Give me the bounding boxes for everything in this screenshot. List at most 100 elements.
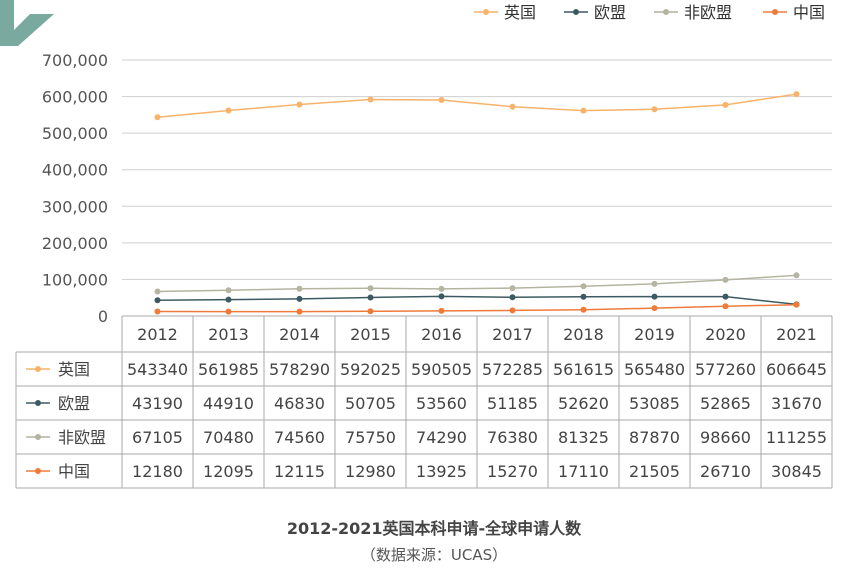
data-point	[296, 101, 303, 108]
y-tick-label: 600,000	[42, 88, 108, 107]
data-point	[225, 107, 232, 114]
data-point	[793, 91, 800, 98]
series-line	[157, 93, 797, 119]
table-series-name: 中国	[58, 462, 90, 481]
series-line	[157, 274, 797, 293]
table-legend-marker	[35, 366, 41, 372]
table-legend-marker	[35, 434, 41, 440]
table-cell-value: 578290	[269, 360, 330, 379]
x-category-label: 2016	[421, 325, 462, 344]
x-category-label: 2019	[634, 325, 675, 344]
legend-marker	[772, 9, 778, 15]
table-cell-value: 572285	[482, 360, 543, 379]
data-point	[154, 308, 161, 315]
table-series-name: 英国	[58, 360, 90, 379]
table-series-name: 非欧盟	[58, 428, 106, 447]
table-cell-value: 606645	[766, 360, 827, 379]
table-cell-value: 74560	[274, 428, 325, 447]
x-category-label: 2020	[705, 325, 746, 344]
data-point	[722, 276, 729, 283]
legend: 英国 欧盟 非欧盟 中国	[474, 3, 825, 22]
table-cell-value: 561985	[198, 360, 259, 379]
table-cell-value: 52865	[700, 394, 751, 413]
x-category-label: 2012	[137, 325, 178, 344]
data-point	[793, 301, 800, 308]
chart-source: （数据来源：UCAS）	[360, 546, 508, 564]
legend-marker	[573, 9, 579, 15]
series-line	[157, 295, 797, 306]
chart-title: 2012-2021英国本科申请-全球申请人数	[286, 519, 582, 538]
table-cell-value: 67105	[132, 428, 183, 447]
corner-logo	[0, 0, 54, 46]
table-cell-value: 561615	[553, 360, 614, 379]
table-cell-value: 81325	[558, 428, 609, 447]
data-point	[651, 305, 658, 312]
data-point	[722, 303, 729, 310]
y-tick-label: 0	[98, 307, 108, 326]
table-cell-value: 13925	[416, 462, 467, 481]
table-cell-value: 76380	[487, 428, 538, 447]
table-cell-value: 98660	[700, 428, 751, 447]
table-cell-value: 21505	[629, 462, 680, 481]
table-legend-marker	[35, 468, 41, 474]
data-point	[580, 306, 587, 313]
table-cell-value: 26710	[700, 462, 751, 481]
y-tick-label: 200,000	[42, 234, 108, 253]
table-cell-value: 12980	[345, 462, 396, 481]
table-cell-value: 46830	[274, 394, 325, 413]
data-point	[367, 96, 374, 103]
table-cell-value: 53085	[629, 394, 680, 413]
table-cell-value: 577260	[695, 360, 756, 379]
table-cell-value: 12180	[132, 462, 183, 481]
table-cell-value: 111255	[766, 428, 827, 447]
table-cell-value: 50705	[345, 394, 396, 413]
y-axis: 0 100,000 200,000 300,000 400,000 500,000 600,…	[42, 51, 108, 326]
legend-label: 非欧盟	[684, 3, 732, 22]
x-category-label: 2014	[279, 325, 320, 344]
table-cell-value: 31670	[771, 394, 822, 413]
series-line	[157, 303, 797, 313]
data-point	[154, 288, 161, 295]
data-point	[296, 308, 303, 315]
table-cell-value: 543340	[127, 360, 188, 379]
legend-label: 欧盟	[594, 3, 626, 22]
x-category-label: 2021	[776, 325, 817, 344]
table-legend-marker	[35, 400, 41, 406]
data-point	[580, 283, 587, 290]
data-point	[722, 101, 729, 108]
table-cell-value: 15270	[487, 462, 538, 481]
data-point	[509, 285, 516, 292]
table-cell-value: 592025	[340, 360, 401, 379]
table-cell-value: 74290	[416, 428, 467, 447]
data-point	[580, 107, 587, 114]
data-point	[296, 295, 303, 302]
data-point	[438, 97, 445, 104]
grid	[122, 59, 832, 280]
data-point	[367, 285, 374, 292]
data-point	[722, 293, 729, 300]
x-category-label: 2015	[350, 325, 391, 344]
table-cell-value: 565480	[624, 360, 685, 379]
data-point	[580, 293, 587, 300]
data-point	[793, 272, 800, 279]
table-series-name: 欧盟	[58, 394, 90, 413]
data-point	[225, 308, 232, 315]
data-point	[509, 294, 516, 301]
data-point	[509, 307, 516, 314]
y-tick-label: 500,000	[42, 124, 108, 143]
data-point	[438, 307, 445, 314]
data-point	[296, 285, 303, 292]
x-category-label: 2017	[492, 325, 533, 344]
data-point	[651, 280, 658, 287]
data-point	[154, 114, 161, 121]
table-cell-value: 30845	[771, 462, 822, 481]
table-cell-value: 12115	[274, 462, 325, 481]
data-point	[154, 297, 161, 304]
data-point	[367, 308, 374, 315]
data-point	[438, 285, 445, 292]
series-lines	[154, 91, 800, 315]
x-category-label: 2013	[208, 325, 249, 344]
table-cell-value: 87870	[629, 428, 680, 447]
legend-label: 英国	[504, 3, 536, 22]
